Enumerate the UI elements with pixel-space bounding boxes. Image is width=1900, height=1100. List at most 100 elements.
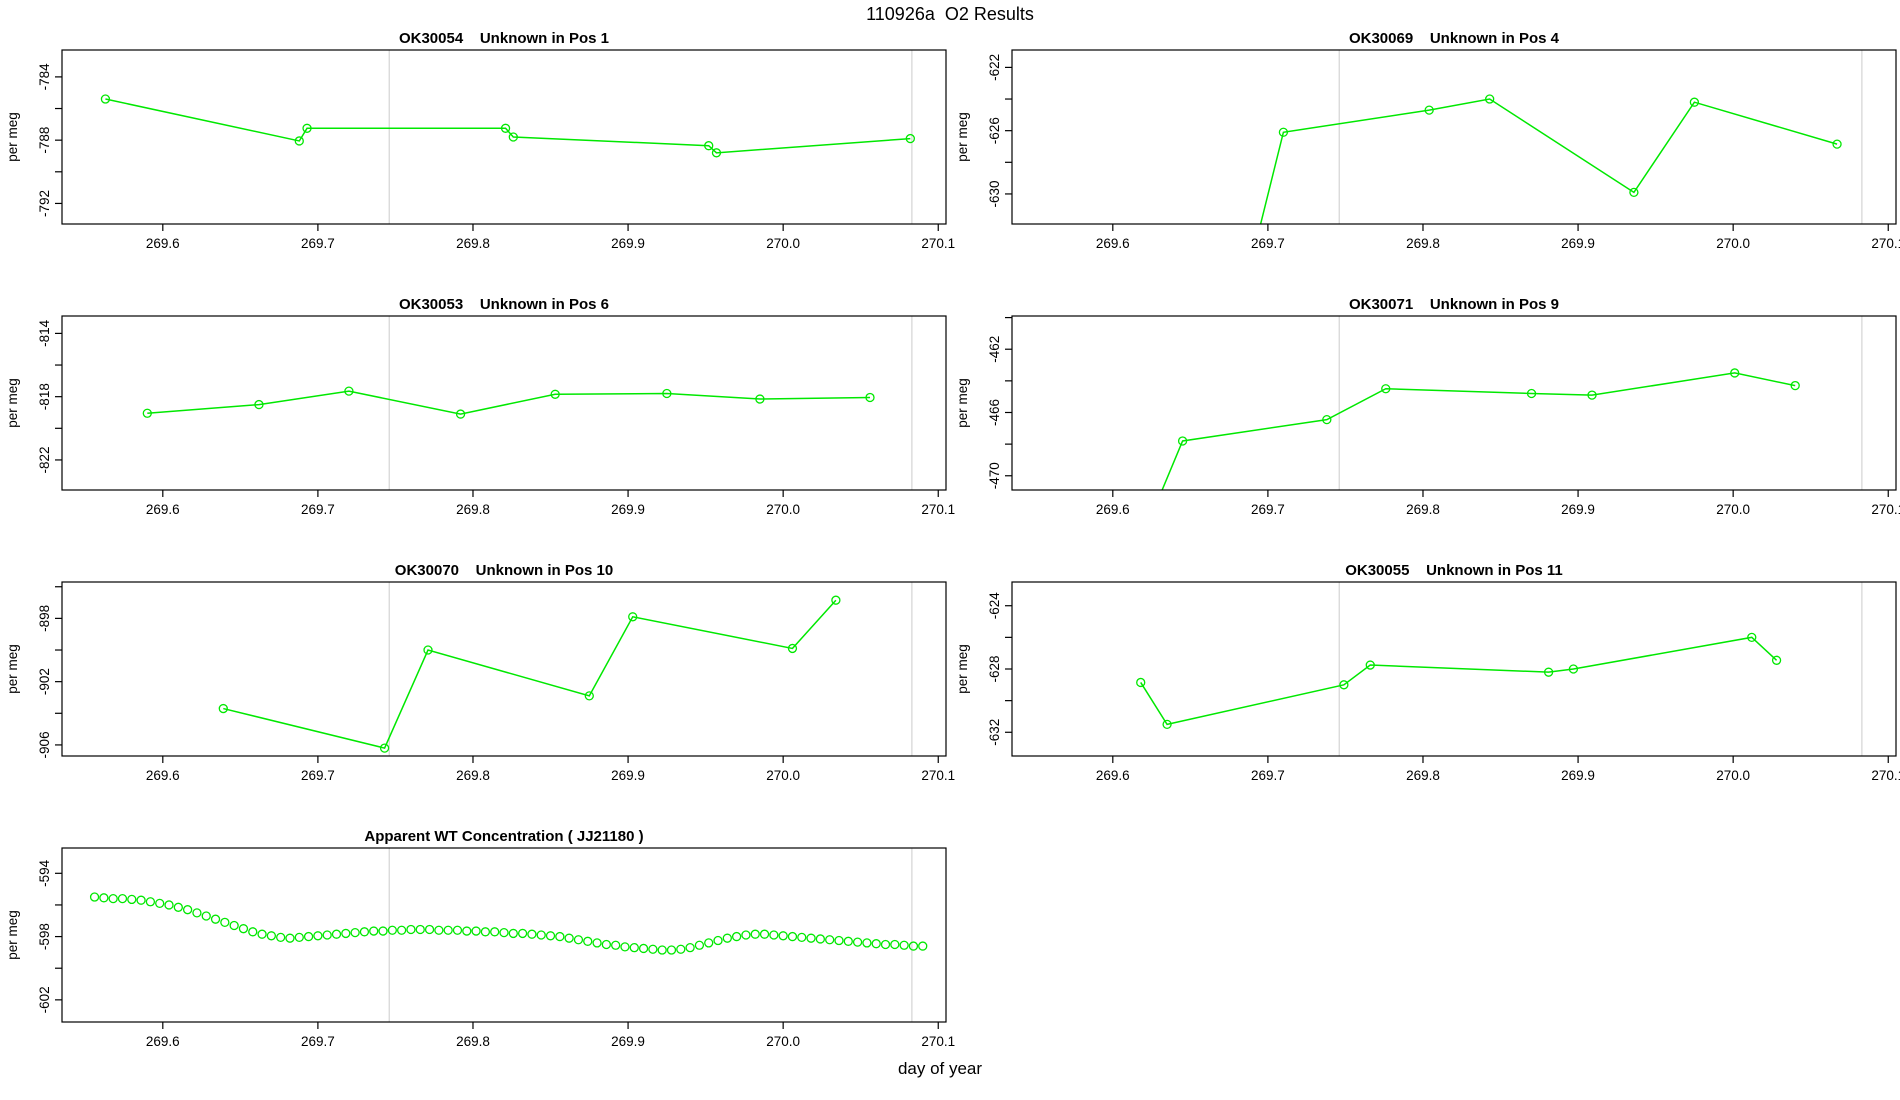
data-point [201,911,211,921]
data-point [1587,390,1597,400]
plot-box [1011,315,1897,491]
data-point [713,935,723,946]
data-point [731,931,742,942]
data-point [508,132,518,142]
y-tick-label: -792 [37,190,52,217]
data-point [490,927,500,937]
x-tick-label: 270.1 [1871,502,1900,517]
x-tick-label: 269.9 [1561,502,1595,517]
data-point [387,925,397,935]
data-point [657,945,667,955]
x-tick-label: 269.7 [301,502,335,517]
data-point [620,942,630,952]
y-tick-label: -902 [37,668,52,695]
y-axis-label: per meg [5,644,20,694]
data-point [344,386,354,396]
data-point [648,944,658,954]
data-point [192,908,202,918]
data-point [1424,105,1434,115]
x-tick-label: 269.8 [456,768,490,783]
data-point [890,939,900,950]
x-tick-label: 270.1 [1871,768,1900,783]
y-tick-label: -898 [37,605,52,632]
x-axis: 269.6 269.7 269.8 269.9 270.0 270.1 [146,224,955,251]
x-tick-label: 269.7 [1251,236,1285,251]
panel-cell-5: 269.6269.7269.8269.9270.0270.1-624-628-6… [950,560,1900,826]
data-point [423,645,433,655]
data-point [1747,632,1757,643]
data-point [573,935,584,945]
data-point [769,930,779,940]
y-axis: -622 -626 -630 [987,54,1012,207]
data-point [248,927,258,937]
data-point [1177,436,1188,446]
data-point [173,902,183,912]
y-tick-label: -624 [987,592,1002,620]
data-point [685,943,695,953]
data-point [303,931,314,942]
plot-area [1161,316,1863,490]
data-point [1136,677,1146,688]
data-point [210,914,221,924]
y-tick-label: -598 [37,923,52,950]
x-tick-label: 270.0 [1716,236,1750,251]
x-tick-label: 269.7 [301,768,335,783]
data-point [136,895,146,905]
series-line [105,98,911,154]
data-point [722,933,732,943]
y-axis-label: per meg [5,112,20,162]
data-point [396,925,407,935]
data-point [555,931,565,942]
panel-cell-0: 269.6 269.7 269.8 269.9 270.0 270.1 -784 -788 -7… [0,28,955,294]
data-point [415,924,425,935]
data-point [499,927,509,938]
panel-ok30055: 269.6269.7269.8269.9270.0270.1-624-628-6… [955,562,1900,783]
data-point [1248,253,1256,261]
data-point [1689,97,1700,107]
x-axis: 269.6 269.7 269.8 269.9 270.0 270.1 [146,756,955,783]
x-tick-label: 270.0 [766,236,800,251]
page-title: 110926a O2 Results [866,4,1034,24]
panel-title: OK30071 Unknown in Pos 9 [1349,296,1559,313]
data-point [369,926,379,936]
x-tick-label: 269.8 [1406,236,1440,251]
data-point [1485,94,1495,104]
data-point [787,643,798,654]
data-point [611,940,621,950]
data-point [806,933,816,943]
series-line [223,599,837,749]
y-axis: -898 -902 -906 [37,586,62,758]
data-point [880,939,891,950]
panel-cell-3: 269.6269.7269.8269.9270.0270.1-462-466-4… [950,294,1900,560]
x-tick-label: 270.0 [766,768,800,783]
x-axis: 269.6 269.7 269.8 269.9 270.0 270.1 [146,490,955,517]
series-line [1140,636,1778,726]
panel-cell-6: 269.6 269.7 269.8 269.9 270.0 270.1 -594 -598 -6… [0,826,982,1092]
y-axis: -594 -598 -602 [37,859,62,1013]
data-point [834,935,844,946]
x-tick-label: 269.9 [611,502,645,517]
data-point [285,933,295,943]
data-point [843,936,853,946]
x-tick-label: 269.6 [146,768,180,783]
y-tick-label: -630 [987,180,1002,207]
y-tick-label: -788 [37,127,52,154]
plot-area [142,316,913,490]
x-tick-label: 269.8 [1406,502,1440,517]
x-tick-label: 269.8 [1406,768,1440,783]
data-point [564,933,574,943]
data-point [908,941,919,951]
data-point [1832,139,1842,149]
data-point [536,930,546,940]
panel-cell-4: 269.6 269.7 269.8 269.9 270.0 270.1 -898 -902 -9… [0,560,955,826]
panel-ok30053: 269.6 269.7 269.8 269.9 270.0 270.1-814-818-8… [5,296,955,517]
data-point [99,893,109,903]
y-axis: -784 -788 -792 [37,63,62,217]
x-tick-label: 270.0 [766,1034,800,1049]
x-tick-label: 269.7 [1251,502,1285,517]
x-tick-label: 270.0 [1716,768,1750,783]
plot-area [100,50,915,224]
y-tick-label: -470 [987,462,1002,489]
data-point [865,392,875,403]
plot-area [1248,50,1863,261]
